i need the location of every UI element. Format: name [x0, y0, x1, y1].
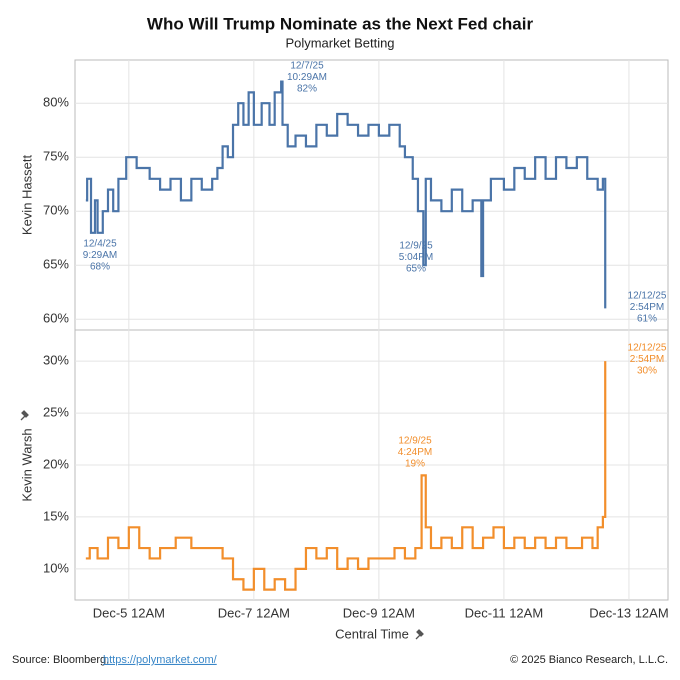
annotation: 30% — [637, 366, 657, 377]
x-tick-label: Dec-9 12AM — [343, 605, 415, 620]
y-tick-label: 15% — [43, 508, 69, 523]
copyright: © 2025 Bianco Research, L.L.C. — [510, 654, 668, 666]
series-line — [85, 80, 607, 309]
x-tick-label: Dec-7 12AM — [218, 605, 290, 620]
y-tick-label: 30% — [43, 353, 69, 368]
annotation: 68% — [90, 262, 110, 273]
y-axis-label: Kevin Warsh — [19, 428, 34, 501]
annotation: 9:29AM — [83, 250, 117, 261]
chart-title: Who Will Trump Nominate as the Next Fed … — [147, 14, 534, 33]
annotation: 5:04PM — [399, 252, 433, 263]
annotation: 4:24PM — [398, 447, 432, 458]
y-tick-label: 60% — [43, 311, 69, 326]
source-link[interactable]: https://polymarket.com/ — [103, 654, 218, 666]
x-tick-label: Dec-13 12AM — [589, 605, 668, 620]
y-tick-label: 25% — [43, 405, 69, 420]
annotation: 2:54PM — [630, 302, 664, 313]
x-tick-label: Dec-5 12AM — [93, 605, 165, 620]
annotation: 12/9/25 — [399, 241, 433, 252]
series-line — [85, 361, 607, 591]
annotation: 12/9/25 — [398, 436, 432, 447]
y-tick-label: 70% — [43, 203, 69, 218]
chart-subtitle: Polymarket Betting — [285, 35, 394, 50]
annotation: 10:29AM — [287, 72, 327, 83]
source: Source: Bloomberg, — [12, 654, 109, 666]
x-axis-label: Central Time — [335, 626, 409, 641]
annotation: 12/7/25 — [290, 61, 324, 72]
y-axis-label: Kevin Hassett — [19, 155, 34, 236]
y-tick-label: 10% — [43, 560, 69, 575]
pin-icon — [415, 629, 424, 640]
pin-icon — [20, 410, 29, 421]
annotation: 65% — [406, 264, 426, 275]
annotation: 61% — [637, 314, 657, 325]
y-tick-label: 20% — [43, 456, 69, 471]
annotation: 12/12/25 — [628, 343, 667, 354]
annotation: 19% — [405, 459, 425, 470]
y-tick-label: 65% — [43, 257, 69, 272]
y-tick-label: 75% — [43, 149, 69, 164]
y-tick-label: 80% — [43, 95, 69, 110]
annotation: 82% — [297, 84, 317, 95]
annotation: 12/4/25 — [83, 239, 117, 250]
annotation: 2:54PM — [630, 354, 664, 365]
x-tick-label: Dec-11 12AM — [465, 605, 544, 620]
annotation: 12/12/25 — [628, 291, 667, 302]
